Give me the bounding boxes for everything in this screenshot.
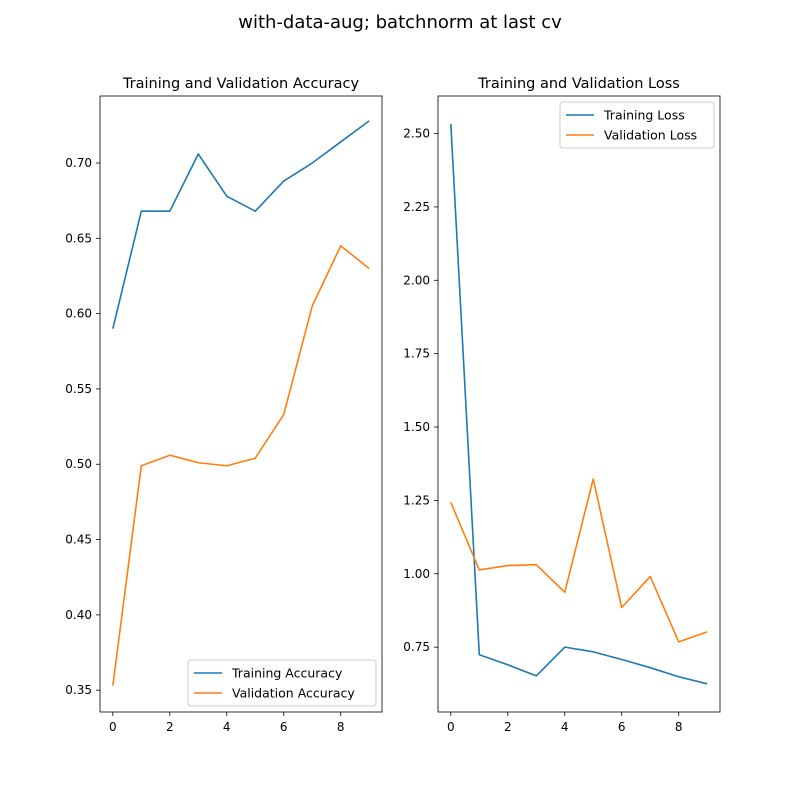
data-point — [197, 153, 199, 155]
y-tick-label: 1.00 — [403, 567, 430, 581]
subplot-1: Training and Validation Loss 0 2 4 6 8 0.75 1.0… — [403, 76, 721, 734]
legend-label: Validation Accuracy — [232, 686, 355, 701]
y-tick-label: 2.00 — [403, 273, 430, 287]
data-point — [478, 654, 480, 656]
y-tick-label: 2.25 — [403, 200, 430, 214]
data-point — [507, 664, 509, 666]
x-tick-label: 0 — [109, 720, 117, 734]
legend-label: Training Accuracy — [231, 666, 343, 681]
y-tick-label: 0.35 — [65, 683, 92, 697]
data-point — [621, 606, 623, 608]
data-point — [621, 658, 623, 660]
data-point — [339, 141, 341, 143]
series-line-training — [112, 120, 370, 329]
data-point — [450, 123, 452, 125]
legend-label: Validation Loss — [604, 128, 697, 143]
y-tick-label: 2.50 — [403, 127, 430, 141]
data-point — [592, 478, 594, 480]
data-point — [368, 120, 370, 122]
plot-title: Training and Validation Loss — [477, 76, 680, 92]
data-point — [140, 210, 142, 212]
legend: Training Loss Validation Loss — [559, 101, 715, 149]
series-line-validation — [112, 245, 370, 686]
data-point — [706, 683, 708, 685]
plot-title: Training and Validation Accuracy — [122, 76, 360, 92]
data-point — [169, 454, 171, 456]
data-point — [564, 591, 566, 593]
x-tick-label: 6 — [618, 720, 626, 734]
legend-box — [187, 659, 377, 707]
y-tick-label: 0.50 — [65, 457, 92, 471]
y-tick-label: 0.45 — [65, 533, 92, 547]
data-point — [592, 651, 594, 653]
data-point — [339, 245, 341, 247]
y-tick-label: 1.75 — [403, 347, 430, 361]
x-tick-label: 8 — [675, 720, 683, 734]
data-point — [226, 465, 228, 467]
x-tick-label: 2 — [166, 720, 174, 734]
y-tick-label: 0.70 — [65, 156, 92, 170]
subplot-0: Training and Validation Accuracy 0 2 4 6 8 0.3… — [65, 76, 383, 734]
data-point — [226, 195, 228, 197]
x-tick-label: 4 — [223, 720, 231, 734]
x-tick-label: 4 — [561, 720, 569, 734]
axes-frame — [437, 95, 721, 713]
data-point — [535, 563, 537, 565]
y-tick-label: 1.50 — [403, 420, 430, 434]
data-point — [706, 631, 708, 633]
data-point — [254, 457, 256, 459]
data-point — [197, 462, 199, 464]
data-point — [254, 210, 256, 212]
data-point — [112, 327, 114, 329]
data-point — [478, 569, 480, 571]
y-tick-label: 0.65 — [65, 231, 92, 245]
data-point — [677, 676, 679, 678]
y-tick-label: 0.40 — [65, 608, 92, 622]
x-tick-label: 0 — [447, 720, 455, 734]
data-point — [283, 413, 285, 415]
data-point — [677, 641, 679, 643]
data-point — [311, 305, 313, 307]
data-point — [450, 501, 452, 503]
series-line-validation — [450, 478, 708, 643]
y-tick-label: 1.25 — [403, 493, 430, 507]
data-point — [140, 465, 142, 467]
data-point — [112, 684, 114, 686]
y-tick-label: 0.75 — [403, 640, 430, 654]
data-point — [649, 666, 651, 668]
figure-suptitle: with-data-aug; batchnorm at last cv — [238, 12, 562, 33]
data-point — [283, 180, 285, 182]
x-tick-label: 6 — [280, 720, 288, 734]
axes-frame — [99, 95, 383, 713]
legend-label: Training Loss — [603, 108, 685, 123]
data-point — [649, 575, 651, 577]
legend: Training Accuracy Validation Accuracy — [187, 659, 377, 707]
y-tick-label: 0.60 — [65, 307, 92, 321]
data-point — [311, 162, 313, 164]
data-point — [507, 564, 509, 566]
data-point — [169, 210, 171, 212]
series-line-training — [450, 123, 708, 685]
x-tick-label: 2 — [504, 720, 512, 734]
data-point — [368, 267, 370, 269]
legend-box — [559, 101, 715, 149]
y-tick-label: 0.55 — [65, 382, 92, 396]
data-point — [535, 675, 537, 677]
data-point — [564, 646, 566, 648]
x-tick-label: 8 — [337, 720, 345, 734]
